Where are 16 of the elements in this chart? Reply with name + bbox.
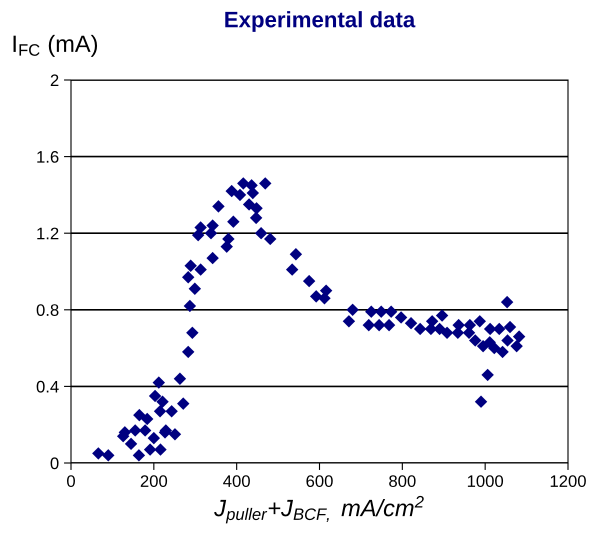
x-tick-label: 1000 <box>468 475 504 488</box>
y-tick-label: 1.6 <box>37 151 58 163</box>
x-tick-label: 200 <box>140 475 168 488</box>
y-axis-title: I$_{FC}$ (mA) <box>14 34 98 57</box>
y-tick-label: 1.2 <box>37 228 58 240</box>
x-tick-label: 0 <box>67 475 75 488</box>
y-tick-label: 2 <box>50 74 58 86</box>
chart-title: Experimental data <box>225 11 416 32</box>
x-tick-label: 1200 <box>550 475 586 488</box>
x-tick-label: 600 <box>306 475 333 488</box>
x-axis-title: J$_{puller}$+J$_{BCF,}$ mA/cm$^{2}$ <box>214 496 424 524</box>
y-tick-label: 0.8 <box>36 304 58 316</box>
y-tick-label: 0.4 <box>36 380 59 393</box>
y-tick-label: 0 <box>50 457 59 470</box>
x-tick-label: 400 <box>223 475 250 488</box>
x-tick-label: 800 <box>389 475 416 488</box>
